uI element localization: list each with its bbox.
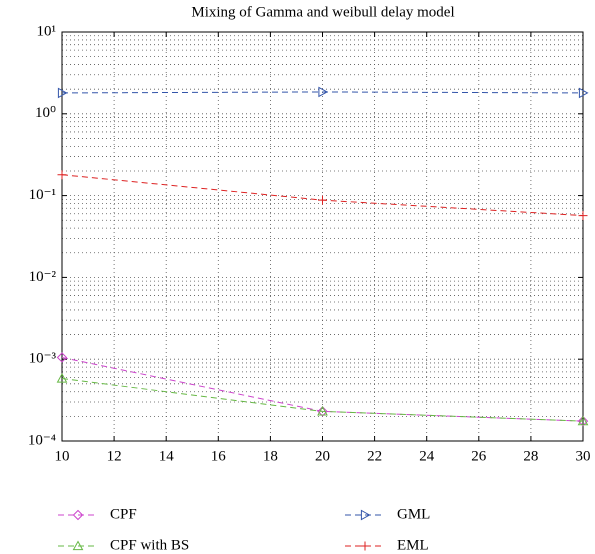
- x-tick-label: 30: [576, 448, 591, 464]
- x-tick-label: 22: [367, 448, 382, 464]
- y-tick-label: 10¹: [37, 23, 57, 39]
- marker: [72, 509, 84, 521]
- x-tick-label: 28: [523, 448, 538, 464]
- marker: [318, 195, 327, 205]
- marker: [317, 405, 328, 416]
- x-tick-label: 24: [419, 448, 435, 464]
- marker: [56, 373, 68, 383]
- marker: [57, 170, 67, 180]
- marker: [578, 211, 588, 221]
- marker: [360, 541, 370, 551]
- y-tick-label: 10⁻³: [29, 351, 57, 367]
- legend-label: GML: [397, 506, 430, 522]
- x-tick-label: 10: [55, 448, 70, 464]
- marker: [577, 415, 589, 426]
- legend-label: CPF: [110, 506, 137, 522]
- y-tick-label: 10⁻⁴: [28, 432, 56, 448]
- marker: [57, 87, 68, 99]
- x-tick-label: 16: [211, 448, 227, 464]
- x-tick-label: 18: [263, 448, 278, 464]
- marker: [72, 540, 84, 551]
- marker: [56, 352, 68, 363]
- marker: [578, 87, 589, 99]
- marker: [317, 406, 328, 417]
- marker: [360, 509, 371, 521]
- series-line: [61, 378, 584, 422]
- y-tick-label: 10⁰: [35, 105, 56, 121]
- x-tick-label: 26: [471, 448, 487, 464]
- marker: [577, 415, 589, 427]
- y-tick-label: 10⁻¹: [29, 187, 56, 203]
- chart-title: Mixing of Gamma and weibull delay model: [191, 4, 454, 20]
- plot-frame: [61, 31, 584, 442]
- x-tick-label: 14: [159, 448, 175, 464]
- marker: [318, 86, 329, 98]
- x-tick-label: 20: [315, 448, 330, 464]
- x-tick-label: 12: [107, 448, 122, 464]
- legend-label: EML: [397, 537, 429, 553]
- y-tick-label: 10⁻²: [29, 269, 57, 285]
- series-line: [61, 91, 584, 94]
- legend-label: CPF with BS: [110, 537, 189, 553]
